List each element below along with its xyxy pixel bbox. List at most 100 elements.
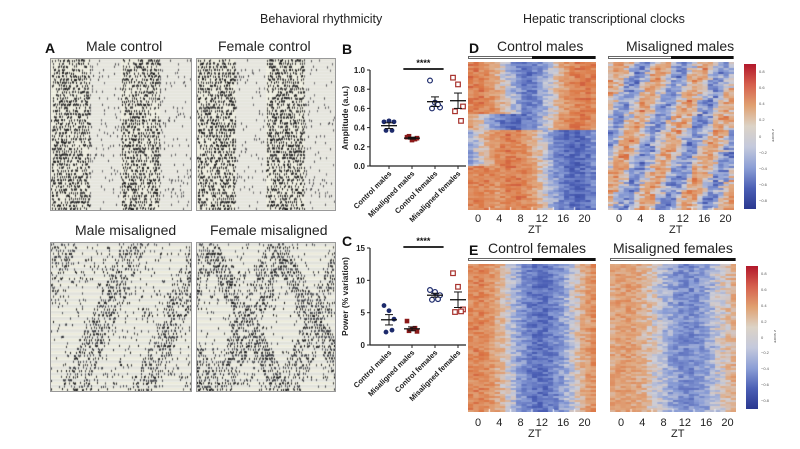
colorbar-tick: −0.8 — [759, 198, 767, 203]
y-axis-label: Amplitude (a.u.) — [340, 86, 350, 150]
light-dark-bar — [610, 258, 736, 261]
zt-tick-label: 20 — [721, 417, 734, 429]
zt-tick-label: 8 — [658, 213, 665, 225]
data-point — [383, 128, 389, 133]
zt-tick-label: 20 — [719, 213, 732, 225]
data-point — [426, 287, 433, 294]
y-tick-label: 10 — [356, 276, 365, 285]
y-tick-label: 0.0 — [354, 162, 366, 171]
data-point — [406, 133, 412, 139]
colorbar-tick: −0.4 — [759, 165, 767, 171]
colorbar-tick: 0.6 — [761, 286, 767, 292]
data-point — [381, 303, 387, 308]
colorbar-tick: 0.2 — [759, 117, 765, 123]
heatmap-control-males — [468, 62, 596, 210]
panel-letter-c: C — [342, 233, 352, 249]
data-point — [426, 77, 433, 84]
zt-tick-label: 20 — [578, 417, 591, 429]
y-tick-label: 0.2 — [354, 143, 366, 152]
data-point — [455, 283, 461, 290]
zt-tick-label: 0 — [474, 417, 482, 429]
data-point — [389, 128, 395, 133]
zt-axis-label: ZT — [528, 428, 542, 440]
data-point — [383, 329, 389, 335]
data-point — [381, 119, 387, 125]
light-dark-bar — [468, 56, 596, 59]
data-point — [452, 108, 458, 115]
colorbar-tick: 0 — [759, 133, 762, 139]
y-tick-label: 5 — [361, 309, 366, 318]
heatmap-control-females — [468, 264, 596, 412]
colorbar-tick: −0.2 — [761, 350, 769, 356]
zt-axis-label: ZT — [669, 224, 683, 236]
colorbar-tick: 0.2 — [761, 318, 767, 324]
light-dark-bar — [608, 56, 734, 59]
colorbar-label: z score — [771, 128, 776, 142]
data-point — [460, 103, 466, 110]
data-point — [458, 308, 464, 315]
heatmap-title-control-females: Control females — [488, 240, 587, 256]
significance-label: **** — [416, 58, 431, 68]
colorbar-tick: −0.4 — [761, 366, 769, 372]
colorbar-tick: −0.6 — [759, 181, 767, 187]
section-title-behavioral: Behavioral rhythmicity — [260, 12, 383, 26]
zt-tick-label: 4 — [496, 417, 503, 429]
zt-tick-label: 12 — [678, 417, 692, 429]
zt-tick-label: 8 — [517, 417, 524, 429]
heatmap-title-misaligned-males: Misaligned males — [626, 38, 735, 54]
zt-axis-label: ZT — [671, 428, 685, 440]
actogram-male-control — [50, 58, 192, 211]
heatmap-misaligned-females — [610, 264, 736, 412]
zt-tick-label: 0 — [617, 417, 625, 429]
data-point — [404, 318, 410, 324]
y-tick-label: 0.8 — [354, 85, 366, 94]
actogram-female-misaligned — [196, 242, 336, 392]
zt-tick-label: 0 — [615, 213, 623, 225]
heatmap-title-control-males: Control males — [497, 38, 584, 54]
actogram-male-misaligned — [50, 242, 192, 392]
colorbar-tick: 0.4 — [759, 101, 765, 107]
data-point — [391, 119, 397, 125]
data-point — [452, 309, 458, 315]
y-tick-label: 15 — [356, 244, 365, 253]
panel-letter-a: A — [45, 40, 56, 56]
zt-tick-label: 8 — [660, 417, 667, 429]
data-point — [458, 117, 464, 124]
data-point — [386, 308, 392, 314]
zt-tick-label: 4 — [637, 213, 644, 225]
section-title-hepatic: Hepatic transcriptional clocks — [523, 12, 685, 26]
y-axis-label: Power (% variation) — [340, 257, 350, 336]
colorbar-tick: 0.4 — [761, 302, 767, 308]
actogram-female-control — [196, 58, 336, 211]
y-tick-label: 0.6 — [354, 104, 366, 113]
zt-tick-label: 12 — [676, 213, 690, 225]
zt-tick-label: 16 — [557, 213, 570, 225]
y-tick-label: 1.0 — [354, 66, 366, 75]
colorbar-d — [744, 64, 756, 209]
panel-letter-d: D — [469, 40, 480, 56]
data-point — [450, 270, 456, 277]
zt-axis-label: ZT — [528, 224, 542, 236]
y-tick-label: 0.4 — [354, 124, 366, 133]
data-point — [409, 137, 415, 143]
panel-letter-e: E — [469, 242, 479, 258]
colorbar-tick: −0.6 — [761, 382, 769, 388]
actogram-title-female-misaligned: Female misaligned — [210, 222, 328, 238]
colorbar-e — [746, 266, 758, 409]
colorbar-tick: −0.2 — [759, 149, 767, 155]
panel-letter-b: B — [342, 41, 352, 57]
light-dark-bar — [468, 258, 596, 261]
zt-tick-label: 4 — [639, 417, 646, 429]
zt-tick-label: 16 — [698, 213, 711, 225]
zt-tick-label: 12 — [535, 417, 549, 429]
data-point — [428, 296, 435, 303]
data-point — [389, 327, 395, 333]
colorbar-tick: 0.6 — [759, 85, 765, 91]
actogram-title-male-misaligned: Male misaligned — [75, 222, 177, 238]
zt-tick-label: 20 — [578, 213, 591, 225]
colorbar-label: z score — [773, 329, 778, 343]
colorbar-tick: −0.8 — [761, 398, 769, 403]
zt-tick-label: 16 — [557, 417, 570, 429]
significance-label: **** — [416, 236, 431, 246]
data-point — [450, 74, 456, 81]
